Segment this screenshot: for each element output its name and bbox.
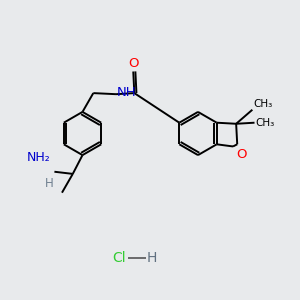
Text: Cl: Cl	[112, 251, 126, 265]
Text: O: O	[128, 57, 139, 70]
Text: NH₂: NH₂	[26, 151, 50, 164]
Text: CH₃: CH₃	[253, 99, 272, 109]
Text: H: H	[45, 177, 54, 190]
Text: NH: NH	[117, 86, 136, 100]
Text: CH₃: CH₃	[255, 118, 275, 128]
Text: O: O	[236, 148, 247, 161]
Text: H: H	[147, 251, 158, 265]
